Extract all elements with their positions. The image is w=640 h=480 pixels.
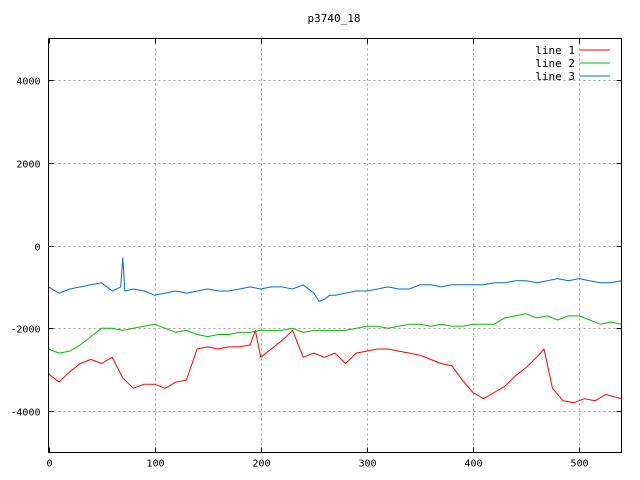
x-tick-label: 500 bbox=[570, 459, 588, 470]
series-line-3 bbox=[48, 257, 622, 302]
series-lines bbox=[48, 257, 622, 404]
y-tick-label: -2000 bbox=[10, 325, 40, 336]
y-tick-label: 2000 bbox=[16, 160, 40, 171]
chart-title: p3740_18 bbox=[308, 12, 361, 25]
x-tick-label: 300 bbox=[358, 459, 376, 470]
x-tick-label: 100 bbox=[146, 459, 164, 470]
grid bbox=[48, 38, 622, 453]
y-tick-label: 0 bbox=[34, 243, 40, 254]
y-tick-label: 4000 bbox=[16, 77, 40, 88]
legend-label-2: line 2 bbox=[535, 57, 575, 70]
y-tick-label: -4000 bbox=[10, 408, 40, 419]
series-line-2 bbox=[48, 313, 622, 354]
plot-frame bbox=[48, 38, 622, 453]
legend-label-3: line 3 bbox=[535, 70, 575, 83]
series-line-1 bbox=[48, 329, 622, 404]
x-tick-label: 400 bbox=[464, 459, 482, 470]
legend-label-1: line 1 bbox=[535, 44, 575, 57]
x-tick-label: 0 bbox=[46, 459, 52, 470]
x-tick-label: 200 bbox=[252, 459, 270, 470]
axis-ticks: 0 100 200 300 400 500 -4000 -2000 0 2000 4000 bbox=[10, 38, 622, 470]
